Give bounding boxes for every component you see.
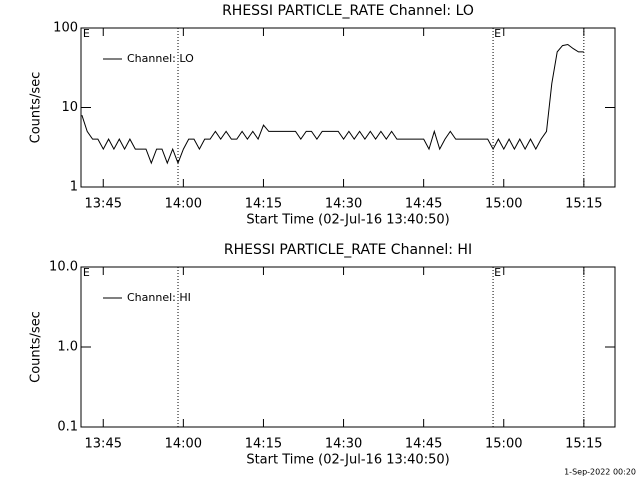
- legend-label: Channel: HI: [127, 291, 191, 304]
- event-marker: E: [494, 27, 501, 40]
- x-tick-label: 15:15: [565, 437, 602, 452]
- y-tick-label: 0.1: [57, 420, 78, 435]
- footer: 1-Sep-2022 00:20: [564, 468, 636, 477]
- event-marker: E: [83, 27, 90, 40]
- x-axis-label: Start Time (02-Jul-16 13:40:50): [246, 453, 449, 468]
- x-tick-label: 14:00: [165, 197, 202, 212]
- x-tick-label: 14:00: [165, 437, 202, 452]
- x-tick-label: 13:45: [85, 197, 122, 212]
- y-tick-label: 1.0: [57, 340, 78, 355]
- chart-title: RHESSI PARTICLE_RATE Channel: LO: [222, 3, 474, 19]
- data-line: [81, 43, 584, 165]
- y-axis-label: Counts/sec: [29, 311, 44, 383]
- x-tick-label: 13:45: [85, 437, 122, 452]
- y-tick-label: 1: [70, 180, 78, 195]
- legend-label: Channel: LO: [127, 52, 194, 65]
- y-tick-label: 10: [61, 100, 78, 115]
- x-tick-label: 14:15: [245, 197, 282, 212]
- y-axis-label: Counts/sec: [29, 72, 44, 144]
- x-tick-label: 14:15: [245, 437, 282, 452]
- x-tick-label: 14:45: [405, 197, 442, 212]
- x-tick-label: 14:45: [405, 437, 442, 452]
- y-tick-label: 10.0: [49, 260, 78, 275]
- x-tick-label: 15:15: [565, 197, 602, 212]
- event-marker: E: [83, 266, 90, 279]
- y-tick-label: 100: [53, 21, 78, 36]
- x-axis-label: Start Time (02-Jul-16 13:40:50): [246, 213, 449, 228]
- x-tick-label: 14:30: [325, 197, 362, 212]
- x-tick-label: 14:30: [325, 437, 362, 452]
- x-tick-label: 15:00: [485, 197, 522, 212]
- chart-title: RHESSI PARTICLE_RATE Channel: HI: [224, 242, 472, 258]
- event-marker: E: [494, 266, 501, 279]
- x-tick-label: 15:00: [485, 437, 522, 452]
